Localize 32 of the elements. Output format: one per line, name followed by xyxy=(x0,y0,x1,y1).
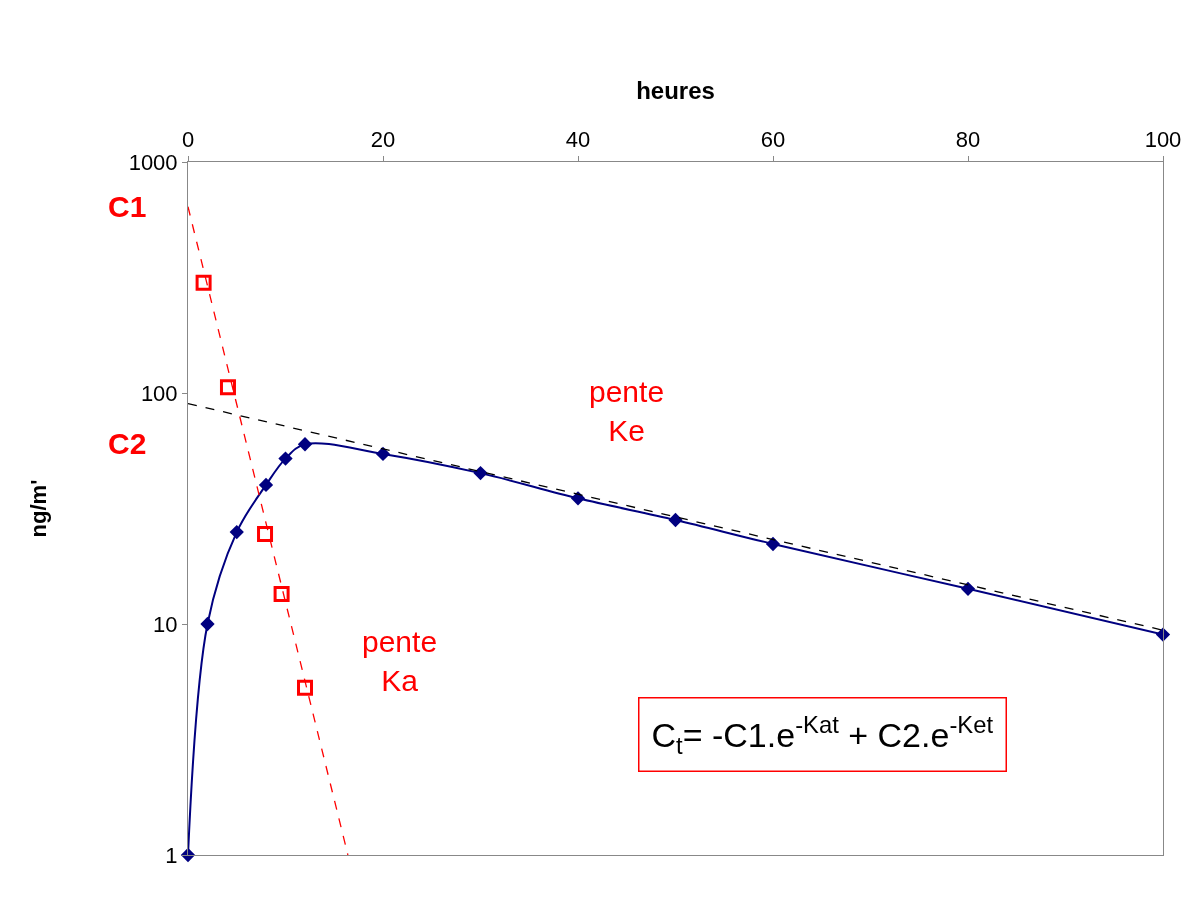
y-axis-title: ng/m' xyxy=(26,479,52,538)
x-axis-title: heures xyxy=(636,77,715,105)
x-tick-label: 80 xyxy=(955,127,981,153)
y-tick-label: 1000 xyxy=(128,149,178,175)
x-tick-label: 20 xyxy=(370,127,396,153)
point xyxy=(765,536,781,552)
point xyxy=(257,526,274,543)
point xyxy=(258,477,274,493)
y-tick-label: 10 xyxy=(153,611,178,637)
annotation: C2 xyxy=(108,427,147,460)
point xyxy=(297,679,313,696)
annotation: pente Ke xyxy=(589,375,665,447)
point xyxy=(200,616,215,632)
point xyxy=(273,585,290,602)
y-tick-label: 1 xyxy=(165,842,178,868)
y-tick-label: 100 xyxy=(140,380,178,406)
x-tick-label: 0 xyxy=(181,127,195,153)
point xyxy=(668,512,683,528)
annotation: C$_{t}$= -C1.e$^{-Kat}$ + C2.e$^{-Ket}$ xyxy=(651,710,994,759)
point xyxy=(960,581,976,596)
point xyxy=(297,437,313,452)
annotation: pente Ka xyxy=(362,625,438,697)
point xyxy=(229,524,244,540)
x-tick-label: 100 xyxy=(1144,127,1182,153)
x-tick-label: 40 xyxy=(565,127,591,153)
point xyxy=(278,451,293,466)
point xyxy=(375,446,391,462)
x-tick-label: 60 xyxy=(760,127,786,153)
annotation: C1 xyxy=(108,190,147,223)
point xyxy=(219,379,236,396)
point xyxy=(195,274,212,291)
point xyxy=(473,465,488,481)
